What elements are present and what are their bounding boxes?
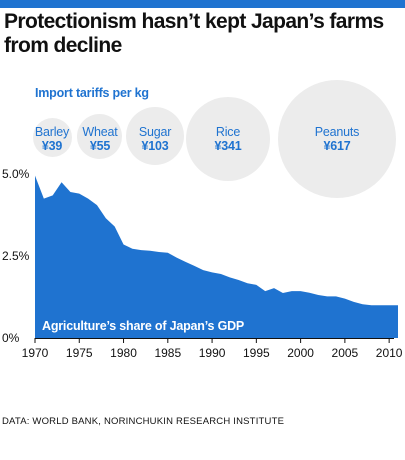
bubble-label-barley: Barley ¥39 [22,125,82,153]
y-tick-label: 2.5% [2,249,30,263]
tariff-name: Barley [34,125,70,139]
y-tick-label: 5.0% [2,167,30,181]
tariff-price: ¥39 [41,139,63,153]
bubble-label-wheat: Wheat ¥55 [70,125,130,153]
x-tick-label: 2000 [287,346,314,360]
y-tick-label: 0% [2,331,20,345]
tariff-name: Sugar [138,125,172,139]
x-tick-label: 2005 [332,346,359,360]
x-tick-label: 1990 [199,346,226,360]
x-tick-label: 1985 [154,346,181,360]
tariff-section-label: Import tariffs per kg [35,86,149,100]
bubble-label-peanuts: Peanuts ¥617 [302,125,372,153]
source-note: DATA: WORLD BANK, NORINCHUKIN RESEARCH I… [2,416,285,427]
gdp-share-area-chart: Agriculture’s share of Japan’s GDP 0% 2.5%… [2,167,403,360]
x-tick-label: 1975 [66,346,93,360]
series-label: Agriculture’s share of Japan’s GDP [42,319,244,333]
bubble-peanuts [278,80,396,198]
gdp-share-area [35,175,398,338]
tariff-bubbles: Barley ¥39 Wheat ¥55 Sugar ¥103 Rice ¥34… [0,0,405,198]
tariff-name: Wheat [82,125,118,139]
headline: Protectionism hasn’t kept Japan’s farms … [4,10,384,57]
bubble-barley [33,118,72,157]
bubble-label-sugar: Sugar ¥103 [125,125,185,153]
x-tick-label: 1995 [243,346,270,360]
bubble-wheat [77,114,122,159]
tariff-price: ¥341 [214,139,242,153]
tariff-price: ¥617 [323,139,351,153]
tariff-price: ¥55 [89,139,111,153]
tariff-price: ¥103 [141,139,169,153]
bubble-rice [186,97,270,181]
tariff-name: Peanuts [314,125,360,139]
tariff-name: Rice [215,125,241,139]
bubble-label-rice: Rice ¥341 [198,125,258,153]
x-tick-label: 2010 [376,346,403,360]
x-tick-label: 1970 [22,346,49,360]
bubble-sugar [126,107,184,165]
x-tick-label: 1980 [110,346,137,360]
top-accent-bar [0,0,405,8]
